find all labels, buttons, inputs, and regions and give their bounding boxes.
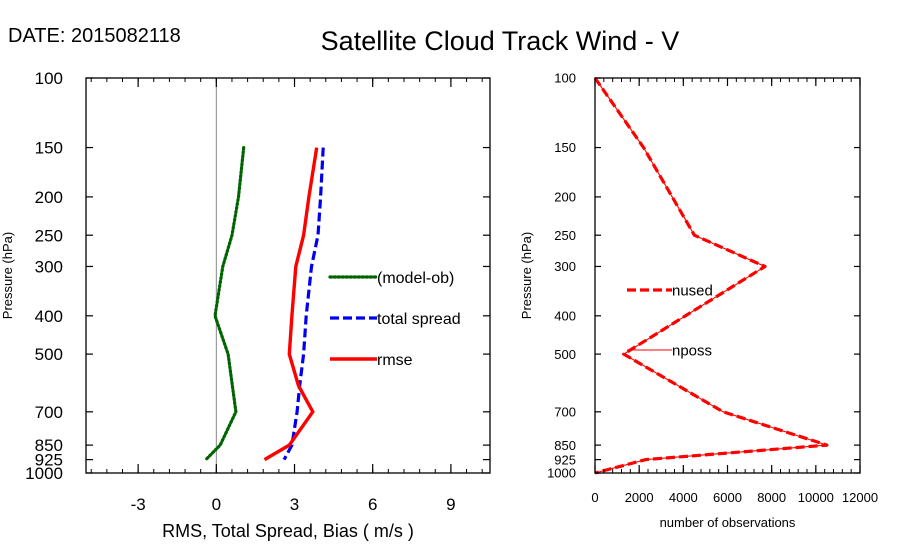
- x-axis-label: RMS, Total Spread, Bias ( m/s ): [162, 521, 414, 541]
- x-tick-label: 8000: [757, 490, 786, 505]
- figure-title: Satellite Cloud Track Wind - V: [321, 26, 680, 56]
- y-tick-label: 150: [35, 139, 63, 158]
- x-tick-label: 9: [446, 495, 455, 514]
- y-tick-label: 300: [35, 258, 63, 277]
- y-tick-label: 250: [35, 226, 63, 245]
- x-tick-label: 3: [290, 495, 299, 514]
- series-line-nused: [593, 77, 829, 475]
- y-tick-label: 100: [554, 71, 576, 86]
- y-tick-label: 925: [35, 451, 63, 470]
- y-tick-label: 400: [554, 308, 576, 323]
- series-line-model-ob: [204, 146, 246, 462]
- y-tick-label: 925: [554, 452, 576, 467]
- x-tick-label: 12000: [842, 490, 878, 505]
- y-tick-label: 850: [35, 436, 63, 455]
- y-tick-label: 500: [35, 345, 63, 364]
- y-tick-label: 500: [554, 347, 576, 362]
- x-tick-label: 0: [591, 490, 598, 505]
- series-line-total-spread: [282, 147, 325, 461]
- x-tick-label: 0: [212, 495, 221, 514]
- y-tick-label: 850: [554, 438, 576, 453]
- x-tick-label: -3: [131, 495, 146, 514]
- y-tick-label: 150: [554, 140, 576, 155]
- legend-label: total spread: [377, 311, 461, 328]
- legend-label: (model-ob): [377, 270, 454, 287]
- y-tick-label: 700: [35, 403, 63, 422]
- legend-label: rmse: [377, 352, 413, 369]
- y-tick-label: 400: [35, 307, 63, 326]
- y-tick-label: 250: [554, 228, 576, 243]
- y-tick-label: 1000: [547, 466, 576, 481]
- plot-frame: [85, 77, 491, 474]
- x-tick-label: 2000: [625, 490, 654, 505]
- y-tick-label: 300: [554, 259, 576, 274]
- y-tick-label: 200: [35, 188, 63, 207]
- legend-label: nused: [672, 282, 713, 299]
- series-line-rmse: [263, 147, 319, 462]
- x-tick-label: 4000: [669, 490, 698, 505]
- date-label: DATE: 2015082118: [8, 25, 181, 47]
- y-tick-label: 100: [35, 69, 63, 88]
- x-tick-label: 6000: [713, 490, 742, 505]
- series-line-nposs: [594, 77, 828, 474]
- y-axis-label: Pressure (hPa): [0, 232, 15, 319]
- y-tick-label: 700: [554, 404, 576, 419]
- x-tick-label: 6: [368, 495, 377, 514]
- x-tick-label: 10000: [798, 490, 834, 505]
- y-tick-label: 1000: [25, 464, 63, 483]
- legend-label: nposs: [672, 342, 712, 359]
- y-tick-label: 200: [554, 190, 576, 205]
- x-axis-label: number of observations: [660, 515, 796, 530]
- y-axis-label: Pressure (hPa): [519, 232, 534, 319]
